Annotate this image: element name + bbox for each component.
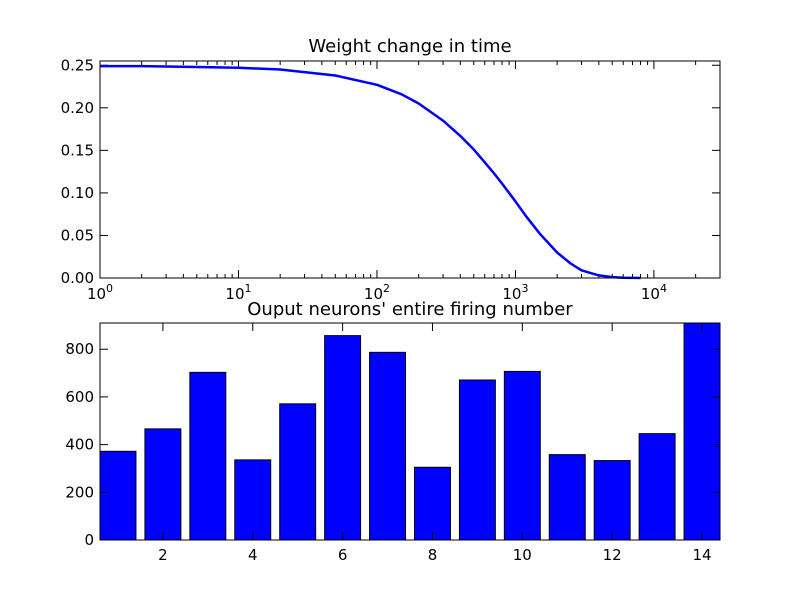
x-tick-label-exponent: 4	[660, 282, 667, 295]
x-tick-label: 100	[87, 282, 113, 303]
y-tick-label: 600	[65, 388, 94, 406]
bar-neuron-2	[144, 428, 182, 541]
x-tick-label: 8	[428, 546, 438, 564]
bar-neuron-11	[548, 454, 586, 541]
bar-chart-plot-area: 2 4 6 8 10 12 14 0 200 400 600 800	[65, 322, 721, 564]
x-tick-label: 6	[338, 546, 348, 564]
bar-neuron-4	[234, 459, 272, 541]
y-tick-label: 0.00	[61, 269, 94, 287]
x-tick-label: 4	[248, 546, 258, 564]
bar-neuron-9	[458, 379, 496, 541]
x-tick-label-base: 10	[364, 285, 383, 303]
bar-neuron-10	[503, 370, 541, 541]
y-tick-label: 800	[65, 340, 94, 358]
bar-chart-title: Ouput neurons' entire firing number	[247, 299, 573, 320]
x-tick-label-base: 10	[502, 285, 521, 303]
x-tick-label-exponent: 1	[245, 282, 252, 295]
x-tick-label-exponent: 0	[106, 282, 113, 295]
x-tick-label: 101	[225, 282, 251, 303]
bar-neuron-14	[683, 322, 721, 541]
y-tick-label: 0.15	[61, 141, 94, 159]
y-tick-label: 0.20	[61, 99, 94, 117]
x-tick-label-base: 10	[87, 285, 106, 303]
weight-line-series	[100, 64, 641, 280]
bar-chart-frame	[99, 322, 721, 541]
y-tick-label: 0.25	[61, 56, 94, 74]
y-tick-label: 0.10	[61, 184, 94, 202]
y-tick-label: 0.05	[61, 226, 94, 244]
x-tick-label-base: 10	[641, 285, 660, 303]
bar-neuron-13	[638, 433, 676, 541]
line-chart: Weight change in time 100 101 102 103 1040.0…	[61, 36, 721, 303]
y-tick-label: 0	[84, 531, 94, 549]
bar-neuron-8	[413, 466, 451, 541]
bar-neuron-6	[324, 335, 362, 541]
x-tick-label: 2	[158, 546, 168, 564]
line-chart-frame	[99, 60, 721, 279]
x-tick-label: 103	[502, 282, 528, 303]
x-tick-label: 14	[692, 546, 711, 564]
x-tick-label: 10	[513, 546, 532, 564]
line-chart-title: Weight change in time	[308, 36, 511, 57]
bar-neuron-7	[369, 351, 407, 541]
x-tick-label: 12	[603, 546, 622, 564]
bar-neuron-12	[593, 460, 631, 541]
bar-chart: Ouput neurons' entire firing number 2 4 6 8…	[65, 299, 721, 564]
x-tick-label-base: 10	[225, 285, 244, 303]
bar-neuron-1	[99, 450, 137, 541]
x-tick-label-exponent: 2	[383, 282, 390, 295]
x-tick-label-exponent: 3	[521, 282, 528, 295]
x-tick-label: 102	[364, 282, 390, 303]
bar-neuron-5	[279, 403, 317, 541]
bar-neuron-3	[189, 371, 227, 541]
x-tick-label: 104	[641, 282, 667, 303]
y-tick-label: 200	[65, 483, 94, 501]
y-tick-label: 400	[65, 436, 94, 454]
